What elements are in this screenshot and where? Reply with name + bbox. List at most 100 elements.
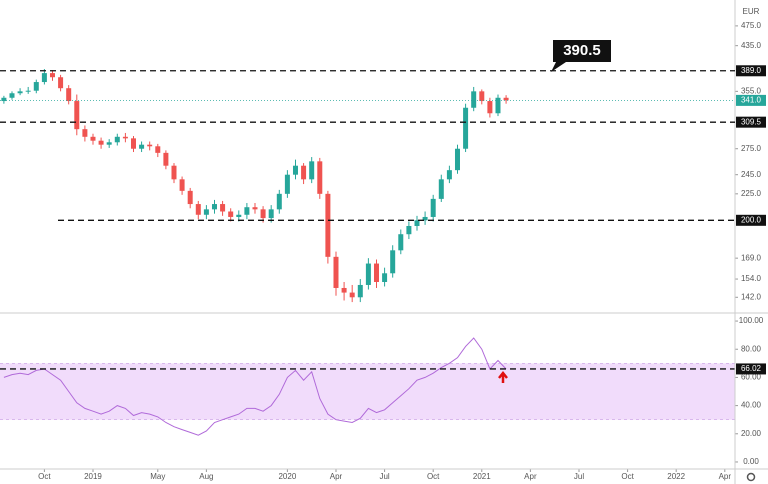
candle-body	[179, 179, 185, 191]
candle-body	[471, 91, 477, 108]
x-tick-label: Jul	[379, 472, 389, 481]
candle-body	[317, 161, 323, 194]
y-tick-label: 40.00	[741, 401, 762, 410]
rsi-band	[0, 363, 735, 420]
x-tick-label: 2022	[667, 472, 685, 481]
candle-body	[390, 250, 396, 274]
y-tick-label: 169.0	[741, 253, 762, 262]
candle-body	[187, 190, 193, 205]
settings-icon[interactable]	[746, 472, 756, 482]
candle-body	[33, 82, 39, 91]
level-label-box	[736, 65, 766, 77]
candle-body	[66, 88, 72, 102]
candle-body	[430, 198, 436, 217]
annotation: 390.5	[563, 42, 601, 59]
candle-body	[41, 73, 47, 83]
signal-arrow	[498, 370, 508, 383]
current-price-box	[736, 94, 766, 106]
y-tick-label: 355.0	[741, 86, 762, 95]
x-tick-label: May	[150, 472, 165, 481]
x-tick-label: 2019	[84, 472, 102, 481]
candle-body	[74, 101, 80, 130]
candle-body	[503, 97, 509, 101]
candle-body	[244, 207, 250, 215]
candle-body	[276, 193, 282, 210]
candle-body	[228, 211, 234, 217]
level-label: 200.0	[741, 215, 762, 224]
y-tick-label: 154.0	[741, 274, 762, 283]
candle-body	[122, 136, 128, 139]
candle-body	[130, 138, 136, 149]
candle-body	[333, 256, 339, 288]
candle-body	[58, 77, 64, 89]
y-tick-label: 100.00	[739, 316, 764, 325]
candle-body	[414, 220, 420, 226]
candle-body	[9, 93, 15, 98]
candle-body	[268, 209, 274, 219]
rsi-level-box	[736, 363, 766, 375]
candle-body	[487, 101, 493, 114]
candle-body	[341, 287, 347, 293]
candle-body	[284, 174, 290, 194]
candle-body	[90, 136, 96, 141]
y-tick-label: 275.0	[741, 144, 762, 153]
candle-body	[463, 107, 469, 149]
candle-body	[155, 146, 161, 153]
level-label: 389.0	[741, 66, 762, 75]
candle-body	[325, 193, 331, 257]
candle-body	[147, 144, 153, 147]
x-tick-label: 2020	[278, 472, 296, 481]
candle-body	[139, 144, 145, 149]
candle-body	[236, 214, 242, 217]
candle-body	[301, 165, 307, 180]
candle-body	[438, 179, 444, 199]
unit-label: EUR	[743, 7, 760, 16]
candle-body	[479, 91, 485, 102]
price-pane: 142.0 154.0 169.0 225.0 245.0 275.0 355.0 435.0…	[1, 21, 762, 481]
candle-body	[398, 234, 404, 251]
candle-body	[292, 165, 298, 175]
y-tick-label: 475.0	[741, 21, 762, 30]
y-tick-label: 142.0	[741, 292, 762, 301]
rsi-level-label: 66.02	[741, 364, 762, 373]
y-tick-label: 60.00	[741, 373, 762, 382]
y-tick-label: 435.0	[741, 41, 762, 50]
level-label-box	[736, 116, 766, 128]
candle-body	[309, 161, 315, 180]
candle-body	[98, 140, 104, 145]
overlay: 389.0 309.5 200.0 341.0 390.5	[0, 40, 766, 226]
y-tick-label: 225.0	[741, 189, 762, 198]
candle-body	[17, 91, 23, 94]
candle-body	[1, 97, 7, 102]
candle-body	[422, 216, 428, 221]
x-tick-label: Apr	[524, 472, 537, 481]
level-label: 309.5	[741, 117, 762, 126]
candle-body	[365, 263, 371, 285]
x-tick-label: Oct	[427, 472, 440, 481]
y-tick-label: 80.00	[741, 344, 762, 353]
x-tick-label: Apr	[719, 472, 732, 481]
candle-body	[203, 209, 209, 215]
candle-body	[195, 204, 201, 215]
x-tick-label: Jul	[574, 472, 584, 481]
candle-body	[25, 90, 31, 92]
candle-body	[106, 142, 112, 145]
rsi-line	[3, 337, 507, 436]
candle-body	[163, 152, 169, 166]
candle-body	[357, 284, 363, 298]
candle-body	[220, 204, 226, 212]
current-price-label: 341.0	[741, 95, 762, 104]
candle-body	[171, 165, 177, 180]
candle-body	[349, 292, 355, 298]
candle-body	[82, 129, 88, 137]
candle-body	[454, 148, 460, 171]
candle-body	[406, 225, 412, 235]
rsi-pane: 0.00 20.00 40.00 60.00 80.00 100.00 66.02	[0, 316, 766, 466]
x-tick-label: Apr	[330, 472, 343, 481]
candle-body	[373, 263, 379, 282]
candle-body	[260, 209, 266, 219]
y-tick-label: 20.00	[741, 429, 762, 438]
x-tick-label: Oct	[621, 472, 634, 481]
